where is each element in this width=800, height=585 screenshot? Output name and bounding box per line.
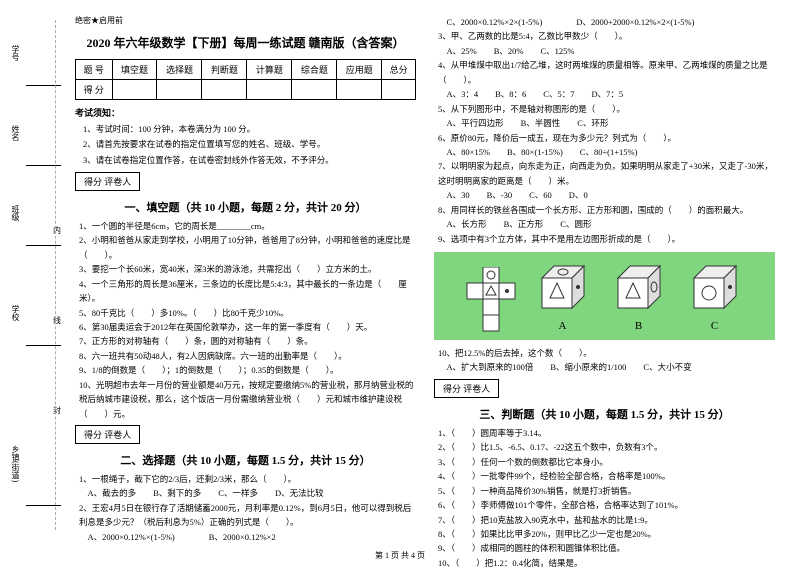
row-label: 得 分 [76,80,113,100]
q: 6、（ ）李师傅做101个零件，全部合格，合格率达到了101%。 [438,498,775,512]
q: 9、1/8的倒数是（ ）；1的倒数是（ ）；0.35的倒数是（ ）。 [79,363,416,377]
q: 4、（ ）一批零件99个，经检验全部合格，合格率是100%。 [438,469,775,483]
q: 8、六一班共有50动48人，有2人因病缺席。六一班的出勤率是（ ）。 [79,349,416,363]
cube-b: B [610,260,668,332]
th: 应用题 [337,60,382,80]
cube-label: A [534,320,592,332]
right-column: C、2000×0.12%×2×(1-5%) D、2000+2000×0.12%×… [434,15,775,570]
q: A、3：4 B、8：6 C、5：7 D、7：5 [438,87,775,101]
q: 7、正方形的对称轴有（ ）条，圆的对称轴有（ ）条。 [79,334,416,348]
q: A、80×15% B、80×(1-15%) C、80÷(1+15%) [438,145,775,159]
q: 1、（ ）圆周率等于3.14。 [438,426,775,440]
cube-c: C [686,260,744,332]
q: 6、第30届奥运会于2012年在英国伦敦举办，这一年的第一季度有（ ）天。 [79,320,416,334]
th: 总分 [382,60,416,80]
q: 5、80千克比（ ）多10%。（ ）比80千克少10%。 [79,306,416,320]
confidential-label: 绝密★启用前 [75,15,416,26]
q: A、平行四边形 B、半圆性 C、环形 [438,116,775,130]
cube-label: B [610,320,668,332]
th: 填空题 [112,60,157,80]
th: 综合题 [292,60,337,80]
q: 4、从甲堆煤中取出1/7给乙堆，这时两堆煤的质量相等。原来甲、乙两堆煤的质量之比… [438,58,775,87]
left-column: 绝密★启用前 2020 年六年级数学【下册】每周一练试题 赣南版（含答案） 题 … [75,15,416,570]
notice-title: 考试须知： [75,106,416,119]
side-label: 乡镇(街道) [10,445,21,482]
score-table: 题 号 填空题 选择题 判断题 计算题 综合题 应用题 总分 得 分 [75,59,416,100]
q: A、扩大到原来的100倍 B、缩小原来的1/100 C、大小不变 [438,360,775,374]
section-3-title: 三、判断题（共 10 小题，每题 1.5 分，共计 15 分） [434,406,775,422]
q: 10、把12.5%的后去掉，这个数（ ）。 [438,346,775,360]
cube-a: A [534,260,592,332]
section-1-title: 一、填空题（共 10 小题，每题 2 分，共计 20 分） [75,199,416,215]
score-box: 得分 评卷人 [434,379,499,398]
q: A、截去的多 B、剩下的多 C、一样多 D、无法比较 [79,486,416,500]
q: 1、一根绳子，截下它的2/3后，还剩2/3米，那么（ ）。 [79,472,416,486]
q: A、长方形 B、正方形 C、圆形 [438,217,775,231]
q: A、30 B、-30 C、60 D、0 [438,188,775,202]
side-label: 学校 [10,305,21,321]
binding-sidebar: 学号 姓名 班级 学校 乡镇(街道) 内 线 封 [8,15,68,535]
q: 7、以明明家为起点，向东走为正，向西走为负。如果明明从家走了+30米，又走了-3… [438,159,775,188]
q: A、2000×0.12%×(1-5%) B、2000×0.12%×2 [79,530,416,544]
q: 2、（ ）比1.5、-6.5、0.17、-22这五个数中，负数有3个。 [438,440,775,454]
q: 6、原价80元，降价后一成五，现在为多少元？列式为（ ）。 [438,131,775,145]
q: 9、选项中有3个立方体，其中不是用左边图形折成的是（ ）。 [438,232,775,246]
cube-figure: A B C [434,252,775,340]
q: 10、光明超市去年一月份的营业额是40万元，按规定要缴纳5%的营业税，那月纳营业… [79,378,416,421]
cube-label: C [686,320,744,332]
q: 2、小明和爸爸从家走到学校，小明用了10分钟，爸爸用了8分钟，小明和爸爸的速度比… [79,233,416,262]
page-footer: 第 1 页 共 4 页 [0,550,800,561]
dashed-fold-line [55,20,56,530]
th: 计算题 [247,60,292,80]
notice: 2、请首先按要求在试卷的指定位置填写您的姓名、班级、学号。 [83,137,416,152]
notice: 1、考试时间：100 分钟，本卷满分为 100 分。 [83,122,416,137]
score-box: 得分 评卷人 [75,425,140,444]
q: 5、（ ）一种商品降价30%销售，就是打3折销售。 [438,484,775,498]
notice: 3、请在试卷指定位置作答，在试卷密封线外作答无效，不予评分。 [83,153,416,168]
q: 5、从下列图形中，不是轴对称图形的是（ ）。 [438,102,775,116]
side-label: 姓名 [10,125,21,141]
unfold-net [466,267,516,332]
th: 判断题 [202,60,247,80]
q: 4、一个三角形的周长是36厘米，三条边的长度比是5:4:3，其中最长的一条边是（… [79,277,416,306]
q: 7、（ ）把10克盐放入90克水中，盐和盐水的比是1:9。 [438,513,775,527]
q: 8、（ ）如果比比甲多20%，则甲比乙少一定也是20%。 [438,527,775,541]
th: 题 号 [76,60,113,80]
q: 3、甲、乙两数的比是5:4，乙数比甲数少（ ）。 [438,29,775,43]
q: 3、（ ）任何一个数的倒数都比它本身小。 [438,455,775,469]
score-box: 得分 评卷人 [75,172,140,191]
side-label: 班级 [10,205,21,221]
q: 3、要挖一个长60米，宽40米，深3米的游泳池，共需挖出（ ）立方米的土。 [79,262,416,276]
q: A、25% B、20% C、125% [438,44,775,58]
q: 2、王宏4月5日在银行存了活期储蓄2000元，月利率是0.12%，到6月5日，他… [79,501,416,530]
exam-title: 2020 年六年级数学【下册】每周一练试题 赣南版（含答案） [75,34,416,51]
q: 1、一个圆的半径是6cm，它的周长是________cm。 [79,219,416,233]
th: 选择题 [157,60,202,80]
q: 8、用同样长的铁丝各围成一个长方形、正方形和圆，围成的（ ）的面积最大。 [438,203,775,217]
side-label: 学号 [10,45,21,61]
section-2-title: 二、选择题（共 10 小题，每题 1.5 分，共计 15 分） [75,452,416,468]
q: C、2000×0.12%×2×(1-5%) D、2000+2000×0.12%×… [438,15,775,29]
